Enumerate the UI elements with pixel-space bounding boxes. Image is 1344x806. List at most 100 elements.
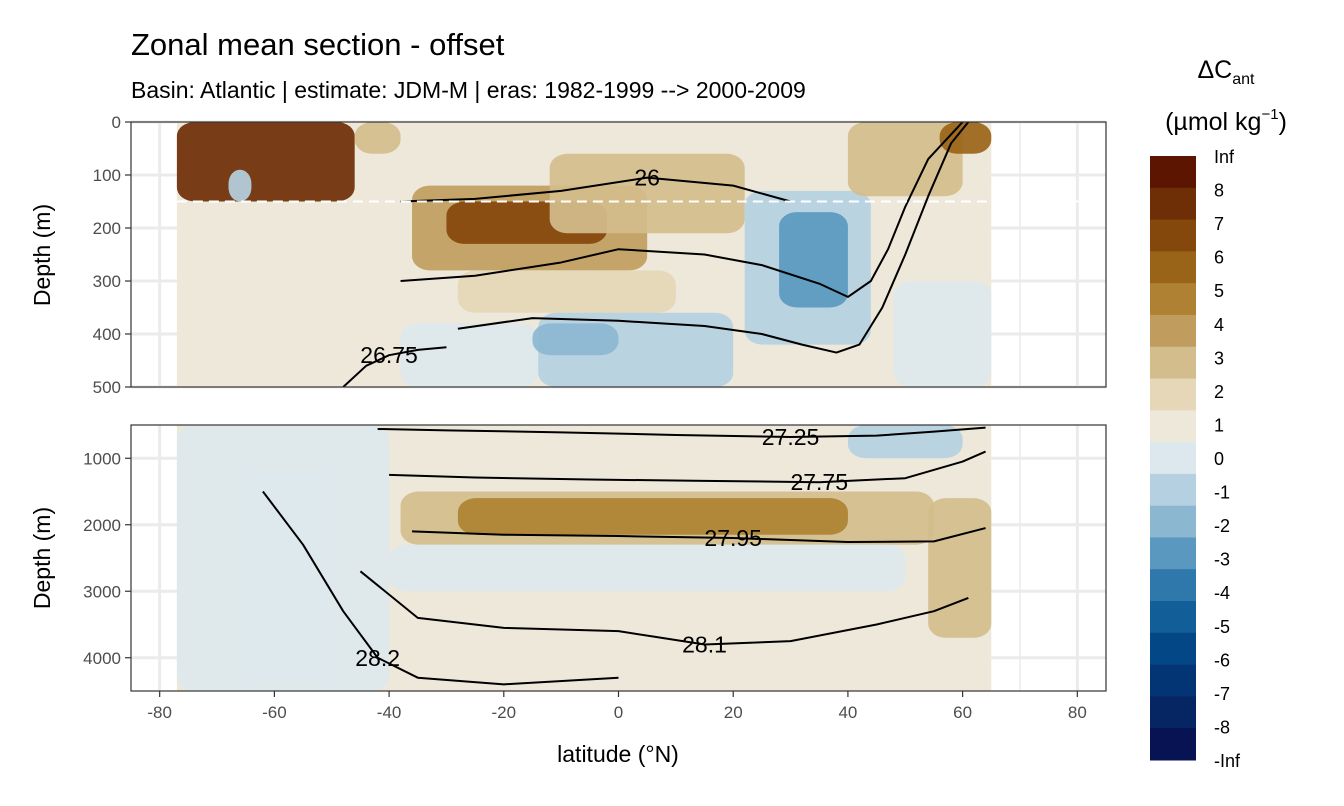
legend-swatch	[1150, 728, 1196, 761]
legend-swatch	[1150, 410, 1196, 443]
field-patch	[549, 153, 745, 234]
field-patch	[928, 498, 992, 638]
legend-swatch	[1150, 283, 1196, 316]
legend-swatch	[1150, 314, 1196, 348]
x-tick-label: 40	[838, 703, 857, 722]
legend-label: 4	[1214, 315, 1224, 335]
legend-swatch	[1150, 346, 1196, 380]
legend-label: 1	[1214, 415, 1224, 435]
legend-swatch	[1150, 156, 1196, 189]
upper-y-ticks: 0 100 200 300 400 500	[93, 113, 131, 397]
legend-label: -Inf	[1214, 751, 1241, 771]
y-tick-label: 100	[93, 166, 121, 185]
legend-label: -8	[1214, 717, 1230, 737]
field-patch	[228, 169, 252, 202]
contour-label: 26	[634, 165, 660, 191]
legend-label: -6	[1214, 650, 1230, 670]
contour-line	[377, 426, 986, 438]
lower-y-ticks: 1000 2000 3000 4000	[83, 449, 131, 668]
field-patch	[532, 323, 619, 356]
legend-title-main: ΔC	[1197, 56, 1232, 84]
x-tick-label: -20	[492, 703, 517, 722]
upper-panel: 26 26.75 0 100 200 300 400 500 Depth (m)	[29, 113, 1107, 397]
contour-line	[400, 122, 964, 298]
colorbar-legend: ΔCant (µmol kg−1) Inf 8 7 6 5 4 3 2 1 0 -1 -2 -3 -4 -5…	[1150, 56, 1287, 771]
x-tick-label: 0	[614, 703, 623, 722]
legend-label: 3	[1214, 348, 1224, 368]
legend-swatch	[1150, 378, 1196, 411]
legend-unit-sup: −1	[1261, 106, 1278, 123]
legend-swatch	[1150, 696, 1196, 729]
legend-title-sub: ant	[1232, 71, 1255, 88]
legend-unit-open: (µmol kg	[1165, 108, 1261, 136]
legend-label: 6	[1214, 248, 1224, 268]
y-tick-label: 1000	[83, 449, 121, 468]
field-patch	[939, 122, 992, 154]
contour-label: 27.75	[790, 469, 848, 495]
legend-label: -7	[1214, 684, 1230, 704]
lower-panel: 27.25 27.75 27.95 28.1 28.2 1000 2000 3000 4000…	[29, 424, 1107, 692]
y-tick-label: 2000	[83, 516, 121, 535]
legend-label: 5	[1214, 281, 1224, 301]
legend-label: -1	[1214, 483, 1230, 503]
x-axis-ticks: -80 -60 -40 -20 0 20 40 60 80	[147, 691, 1087, 722]
x-axis-title: latitude (°N)	[557, 741, 679, 767]
y-tick-label: 200	[93, 219, 121, 238]
contour-line	[262, 490, 619, 686]
legend-swatch	[1150, 569, 1196, 602]
legend-label: 2	[1214, 382, 1224, 402]
contour-line	[389, 450, 986, 484]
field-patch	[847, 425, 963, 459]
legend-label: -3	[1214, 550, 1230, 570]
field-patch	[779, 212, 848, 308]
contour-label: 26.75	[360, 342, 418, 368]
contour-label: 28.2	[355, 645, 400, 671]
y-tick-label: 300	[93, 272, 121, 291]
y-tick-label: 3000	[83, 582, 121, 601]
legend-title: ΔCant	[1197, 56, 1255, 88]
field-patch	[457, 498, 848, 535]
contour-label: 27.25	[762, 424, 820, 450]
x-tick-label: -80	[147, 703, 172, 722]
contour-line	[400, 176, 791, 203]
legend-labels: Inf 8 7 6 5 4 3 2 1 0 -1 -2 -3 -4 -5 -6 -7 -8 -Inf	[1214, 147, 1241, 771]
lower-contours: 27.25 27.75 27.95 28.1 28.2	[262, 424, 986, 686]
legend-swatch	[1150, 664, 1196, 697]
y-tick-label: 500	[93, 378, 121, 397]
field-patch	[389, 544, 906, 592]
legend-label: 8	[1214, 181, 1224, 201]
x-tick-label: 60	[953, 703, 972, 722]
legend-swatch	[1150, 442, 1196, 475]
legend-swatch	[1150, 251, 1196, 284]
legend-swatch	[1150, 505, 1196, 538]
legend-swatch	[1150, 473, 1196, 507]
contour-line	[457, 122, 970, 354]
contour-line	[359, 570, 969, 646]
legend-swatch	[1150, 601, 1196, 634]
field-patch	[176, 122, 355, 202]
legend-swatch	[1150, 632, 1196, 666]
contour-line	[342, 346, 447, 387]
legend-label: -2	[1214, 516, 1230, 536]
x-tick-label: 20	[724, 703, 743, 722]
legend-unit-close: )	[1279, 108, 1287, 136]
contour-line	[411, 527, 986, 544]
legend-label: 7	[1214, 214, 1224, 234]
y-tick-label: 0	[112, 113, 121, 132]
x-tick-label: 80	[1068, 703, 1087, 722]
field-patch	[893, 281, 992, 387]
upper-panel-border	[130, 121, 1107, 388]
field-patch	[400, 323, 539, 387]
field-patch	[847, 122, 963, 197]
legend-swatch	[1150, 537, 1196, 570]
legend-swatches	[1150, 156, 1196, 761]
upper-contours: 26 26.75	[342, 122, 970, 387]
lower-heatmap	[176, 425, 992, 691]
legend-label: 0	[1214, 449, 1224, 469]
legend-swatch	[1150, 219, 1196, 252]
legend-label: -4	[1214, 583, 1230, 603]
legend-label: -5	[1214, 617, 1230, 637]
legend-swatch	[1150, 187, 1196, 221]
contour-label: 27.95	[704, 525, 762, 551]
